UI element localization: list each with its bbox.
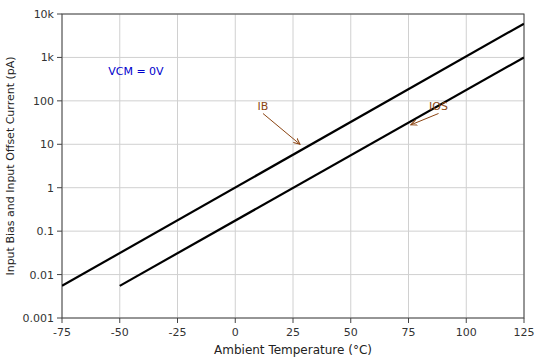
series-group [62,24,524,286]
y-grid-line [62,231,524,232]
y-tick [57,187,62,188]
x-tick [119,318,120,323]
x-tick-label: -50 [111,326,129,339]
series-line [62,24,524,286]
x-grid-line [235,14,236,318]
y-tick [57,144,62,145]
axes: -75 -50 -25 0 25 50 75 100 125 0.001 0.01 0.1 1 10 100… [23,8,535,339]
y-tick [57,318,62,319]
x-tick [235,318,236,323]
y-grid-line [62,274,524,275]
x-tick [466,318,467,323]
series-line [120,57,524,285]
x-tick [62,318,63,323]
y-tick-label: 10 [40,138,54,151]
y-tick [57,57,62,58]
x-tick-label: 50 [344,326,358,339]
x-tick-label: 100 [456,326,477,339]
y-grid-line [62,144,524,145]
annotation-arrow [411,113,439,124]
x-tick-label: 0 [232,326,239,339]
y-tick-label: 0.01 [30,269,55,282]
annotation-arrow [263,113,300,144]
y-axis-label: Input Bias and Input Offset Current (pA) [4,56,17,275]
x-grid-line [350,14,351,318]
annotation: IOS [429,100,448,113]
y-tick-label: 10k [34,8,55,21]
x-tick [408,318,409,323]
y-tick-label: 0.001 [23,312,55,325]
y-tick-label: 1k [41,51,55,64]
annotation: VCM = 0V [108,65,164,78]
x-tick [350,318,351,323]
y-tick-label: 1 [47,182,54,195]
x-grid-line [293,14,294,318]
x-tick-label: 125 [514,326,535,339]
chart: -75 -50 -25 0 25 50 75 100 125 0.001 0.01 0.1 1 10 100… [0,0,540,362]
x-grid-line [177,14,178,318]
y-grid-line [62,100,524,101]
x-tick-label: 25 [286,326,300,339]
y-tick [57,274,62,275]
x-tick-label: -25 [169,326,187,339]
x-tick [524,318,525,323]
y-tick [57,231,62,232]
x-tick-label: 75 [402,326,416,339]
annotations: VCM = 0V IB IOS [108,65,448,145]
x-tick [177,318,178,323]
annotation: IB [258,100,269,113]
x-grid-line [119,14,120,318]
x-tick [293,318,294,323]
x-tick-label: -75 [53,326,71,339]
grid [62,14,524,318]
y-grid-line [62,57,524,58]
y-tick-label: 0.1 [37,225,55,238]
y-tick [57,100,62,101]
x-grid-line [466,14,467,318]
y-tick-label: 100 [33,95,54,108]
plot-frame [62,14,524,318]
plot-background [62,14,524,318]
x-axis-label: Ambient Temperature (°C) [214,343,372,357]
y-tick [57,14,62,15]
x-grid-line [408,14,409,318]
